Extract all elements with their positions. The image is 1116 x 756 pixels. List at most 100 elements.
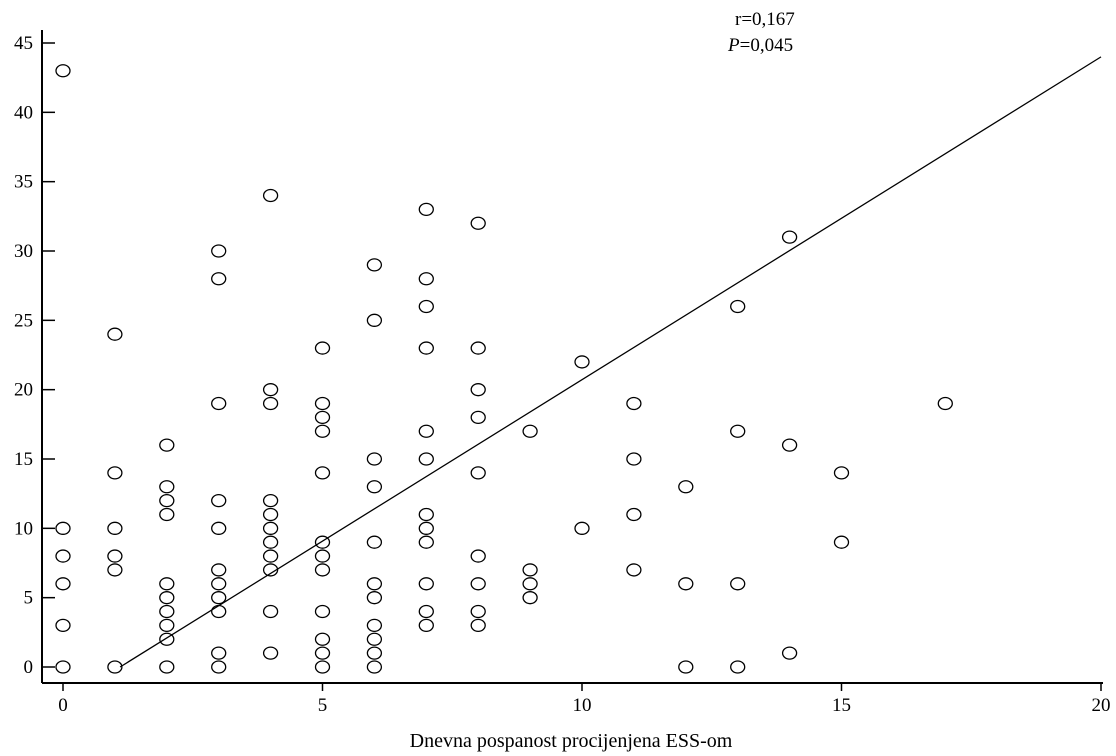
data-point	[159, 660, 175, 674]
data-point	[418, 424, 434, 438]
data-point	[262, 535, 279, 549]
data-point	[522, 424, 538, 438]
data-point	[730, 299, 746, 314]
data-point	[314, 410, 331, 425]
data-point	[781, 646, 798, 660]
data-point	[55, 577, 71, 591]
data-point	[55, 618, 71, 633]
data-point	[262, 507, 279, 522]
data-point	[107, 466, 123, 480]
data-point	[107, 549, 123, 563]
x-axis-title: Dnevna pospanost procijenjena ESS-om	[410, 730, 733, 752]
data-point	[159, 577, 175, 591]
data-point	[470, 216, 486, 230]
regression-layer	[119, 56, 1102, 668]
data-point	[314, 424, 331, 438]
regression-line	[119, 56, 1102, 668]
data-point	[418, 507, 434, 522]
data-point	[730, 660, 746, 674]
p-value-label: P=0,045	[727, 35, 793, 56]
stats-annotation: r=0,167 P=0,045	[727, 9, 795, 56]
data-point	[262, 188, 279, 203]
data-point	[470, 410, 486, 425]
data-point	[314, 549, 331, 563]
data-point	[55, 64, 71, 78]
data-point	[211, 604, 227, 619]
data-point	[159, 618, 175, 633]
data-point	[314, 604, 331, 619]
data-point	[262, 646, 279, 660]
data-point	[159, 507, 175, 522]
data-point	[574, 521, 590, 535]
data-point	[366, 660, 383, 674]
data-point	[159, 591, 175, 605]
data-point	[366, 480, 383, 494]
data-point	[470, 341, 486, 355]
data-point	[211, 493, 227, 508]
data-point	[470, 618, 486, 633]
data-point	[730, 577, 746, 591]
data-point	[159, 493, 175, 508]
data-point	[366, 535, 383, 549]
data-point	[418, 535, 434, 549]
x-tick-label: 0	[58, 695, 68, 716]
data-point	[314, 396, 331, 411]
data-point	[262, 563, 279, 577]
data-point	[470, 383, 486, 397]
data-point	[470, 466, 486, 480]
data-point	[470, 577, 486, 591]
x-tick-label: 5	[318, 695, 328, 716]
data-point	[366, 452, 383, 466]
y-tick-label: 30	[14, 241, 33, 262]
data-point	[107, 521, 123, 535]
data-point	[626, 452, 642, 466]
data-point	[470, 549, 486, 563]
data-point	[55, 549, 71, 563]
data-point	[366, 632, 383, 646]
data-point	[626, 396, 642, 411]
data-point	[418, 521, 434, 535]
data-point	[418, 272, 434, 286]
data-point	[314, 466, 331, 480]
data-point	[574, 355, 590, 369]
p-symbol: P	[727, 35, 740, 56]
axes-layer	[41, 30, 1103, 684]
data-point	[314, 646, 331, 660]
y-tick-label: 15	[14, 449, 33, 470]
data-point	[366, 618, 383, 633]
data-point	[781, 438, 798, 452]
data-point	[314, 632, 331, 646]
x-tick-label: 15	[832, 695, 851, 716]
data-point	[522, 577, 538, 591]
data-point	[211, 244, 227, 258]
points-layer	[55, 64, 953, 674]
data-point	[678, 660, 694, 674]
data-point	[781, 230, 798, 244]
data-point	[522, 563, 538, 577]
y-tick-label: 10	[14, 518, 33, 539]
data-point	[262, 493, 279, 508]
data-point	[211, 563, 227, 577]
data-point	[366, 577, 383, 591]
data-point	[211, 591, 227, 605]
y-tick-label: 40	[14, 102, 33, 123]
data-point	[314, 341, 331, 355]
data-point	[107, 563, 123, 577]
data-point	[366, 258, 383, 272]
y-tick-label: 45	[14, 33, 33, 54]
data-point	[211, 660, 227, 674]
data-point	[107, 660, 123, 674]
data-point	[418, 202, 434, 217]
data-point	[418, 299, 434, 314]
data-point	[211, 272, 227, 286]
data-point	[418, 618, 434, 633]
r-value-label: r=0,167	[735, 9, 795, 30]
data-point	[107, 327, 123, 341]
data-point	[730, 424, 746, 438]
data-point	[833, 466, 850, 480]
data-point	[366, 646, 383, 660]
data-point	[366, 591, 383, 605]
p-value: =0,045	[740, 35, 793, 56]
